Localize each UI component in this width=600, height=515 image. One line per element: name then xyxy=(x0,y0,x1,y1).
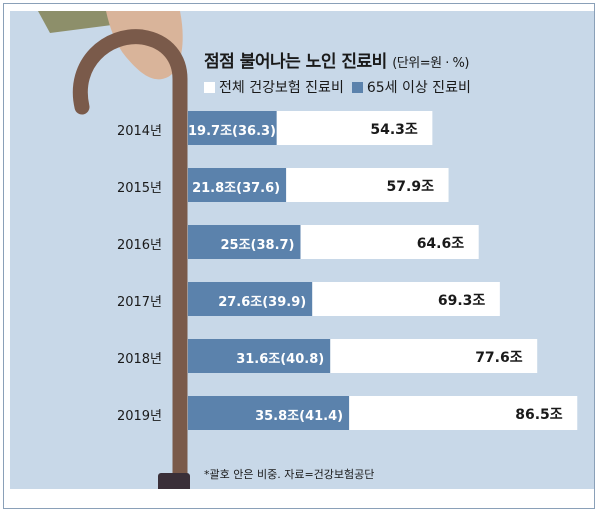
chart-title: 점점 불어나는 노인 진료비 (단위=원 · %) xyxy=(204,47,469,72)
legend-swatch-total xyxy=(204,81,215,93)
title-text: 점점 불어나는 노인 진료비 xyxy=(204,52,387,72)
chart-canvas xyxy=(38,11,578,489)
figure-frame: 점점 불어나는 노인 진료비 (단위=원 · %) 전체 건강보험 진료비 65… xyxy=(3,3,595,509)
bar-senior-5 xyxy=(188,396,350,430)
category-label-3: 2017년 xyxy=(116,295,162,310)
bar-senior-0 xyxy=(188,111,277,145)
category-label-4: 2018년 xyxy=(116,352,162,367)
chart-panel: 점점 불어나는 노인 진료비 (단위=원 · %) 전체 건강보험 진료비 65… xyxy=(10,11,594,489)
legend-label-total: 전체 건강보험 진료비 xyxy=(219,80,344,96)
data-label-senior-0: 19.7조(36.3) xyxy=(188,124,276,139)
data-label-senior-4: 31.6조(40.8) xyxy=(236,352,325,367)
data-label-senior-2: 25조(38.7) xyxy=(220,238,295,253)
bar-senior-3 xyxy=(188,282,313,316)
data-label-total-5: 86.5조 xyxy=(515,407,563,423)
data-label-senior-5: 35.8조(41.4) xyxy=(255,409,344,424)
legend-label-senior: 65세 이상 진료비 xyxy=(366,80,471,96)
data-label-total-3: 69.3조 xyxy=(437,293,486,309)
data-label-total-0: 54.3조 xyxy=(370,122,418,138)
category-label-0: 2014년 xyxy=(116,124,162,139)
data-label-total-1: 57.9조 xyxy=(386,179,434,195)
unit-note: (단위=원 · %) xyxy=(392,56,469,71)
footnote: *괄호 안은 비중. 자료=건강보험공단 xyxy=(204,468,375,481)
legend: 전체 건강보험 진료비 65세 이상 진료비 xyxy=(204,77,479,97)
legend-item-senior: 65세 이상 진료비 xyxy=(351,77,471,97)
category-label-2: 2016년 xyxy=(116,238,162,253)
data-label-senior-1: 21.8조(37.6) xyxy=(192,181,281,196)
bar-senior-1 xyxy=(188,168,287,202)
cane-illustration xyxy=(72,29,188,489)
category-label-5: 2019년 xyxy=(116,409,162,424)
cane-tip xyxy=(158,473,190,489)
bar-senior-4 xyxy=(188,339,331,373)
data-label-senior-3: 27.6조(39.9) xyxy=(218,295,307,310)
category-label-1: 2015년 xyxy=(116,181,162,196)
bar-senior-2 xyxy=(188,225,301,259)
data-label-total-4: 77.6조 xyxy=(475,350,523,366)
legend-swatch-senior xyxy=(351,81,363,93)
sleeve-illustration xyxy=(38,11,112,33)
legend-item-total: 전체 건강보험 진료비 xyxy=(204,77,344,97)
bar-group xyxy=(188,111,578,430)
hand-illustration xyxy=(106,11,183,80)
data-label-total-2: 64.6조 xyxy=(416,236,465,252)
